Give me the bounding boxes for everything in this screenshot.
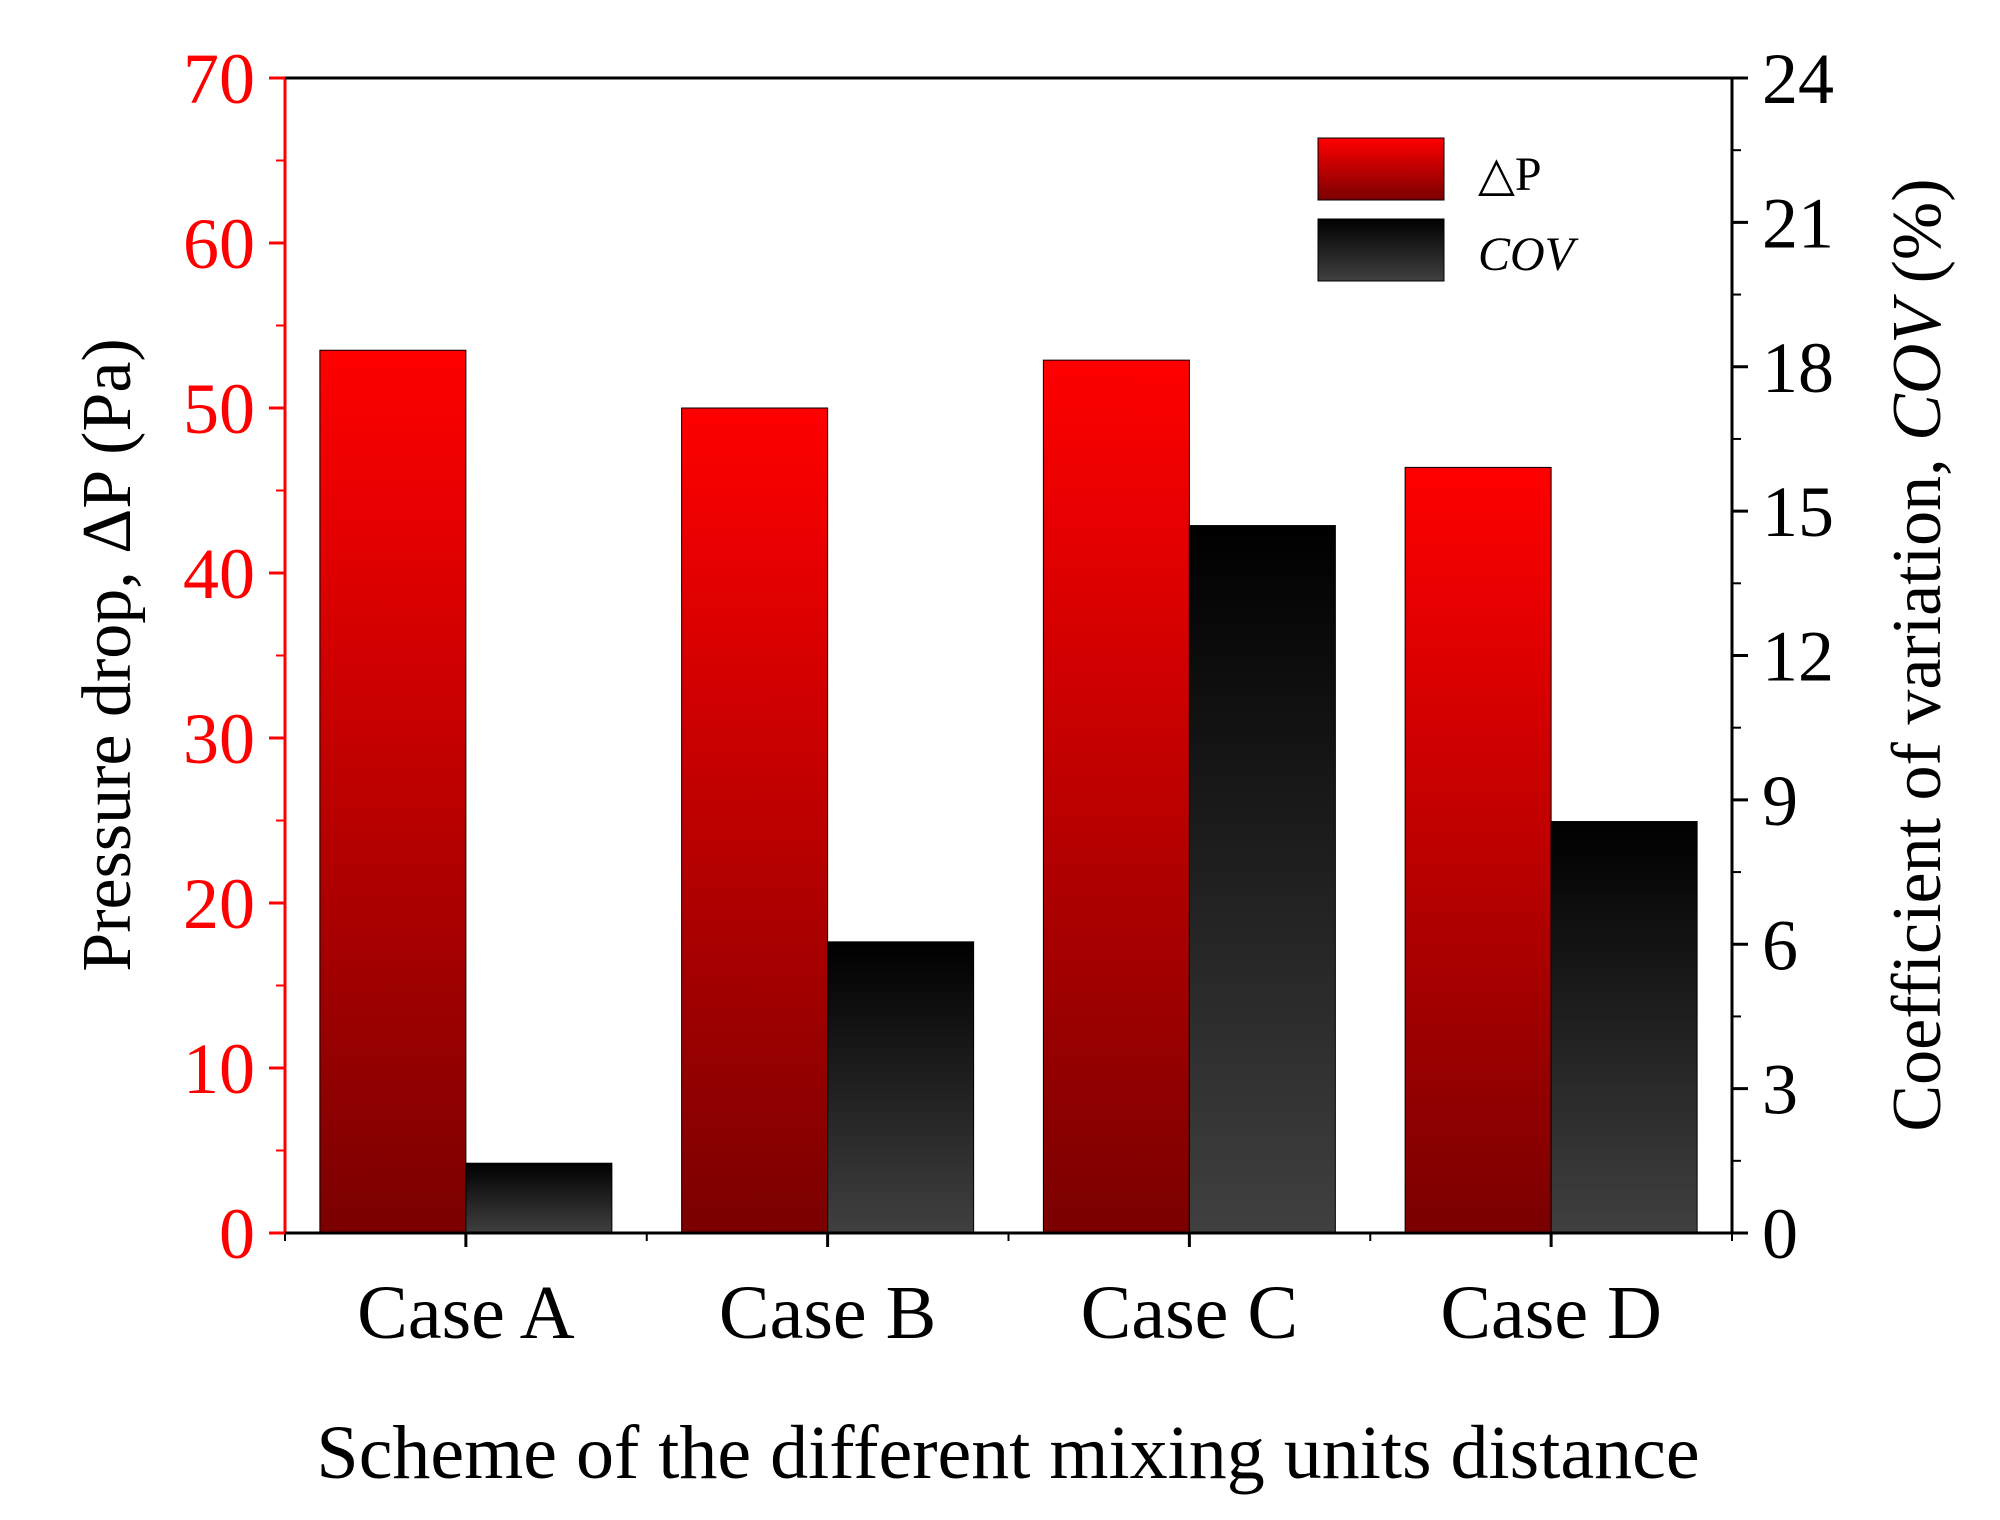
bar-dp-3	[1042, 359, 1190, 1234]
y-left-tick-label-50: 50	[183, 369, 255, 449]
x-tick-label-4: Case D	[1440, 1271, 1662, 1355]
legend: △P COV	[1317, 137, 1579, 282]
y-left-tick-label-60: 60	[183, 204, 255, 284]
legend-label-dp: △P	[1478, 148, 1542, 201]
y-axis-title-right: Coefficient of variation, COV (%)	[1879, 178, 1956, 1131]
y-axis-title-right-italic: COV	[1879, 294, 1956, 441]
bar-cov-2	[827, 941, 975, 1234]
y-left-tick-label-10: 10	[183, 1029, 255, 1109]
y-axis-title-left: Pressure drop, ΔP (Pa)	[69, 338, 146, 971]
y-right-tick-label-18: 18	[1762, 328, 1834, 408]
axis-ticks	[269, 76, 1748, 1247]
bar-dp-1	[319, 349, 467, 1234]
x-tick-label-3: Case C	[1081, 1271, 1298, 1355]
y-left-tick-label-30: 30	[183, 699, 255, 779]
legend-swatch-cov	[1317, 218, 1445, 282]
bar-cov-4	[1550, 821, 1698, 1234]
y-right-tick-label-21: 21	[1762, 183, 1834, 263]
y-left-tick-label-70: 70	[183, 39, 255, 119]
y-right-tick-label-3: 3	[1762, 1050, 1798, 1130]
y-right-tick-label-0: 0	[1762, 1194, 1798, 1274]
x-axis-title: Scheme of the different mixing units dis…	[316, 1411, 1699, 1495]
y-right-tick-label-15: 15	[1762, 472, 1834, 552]
bar-cov-3	[1188, 525, 1336, 1234]
x-tick-label-2: Case B	[719, 1271, 936, 1355]
y-right-tick-label-6: 6	[1762, 905, 1798, 985]
y-left-tick-label-20: 20	[183, 864, 255, 944]
y-right-tick-label-24: 24	[1762, 39, 1834, 119]
bars	[319, 349, 1698, 1234]
bar-dp-4	[1404, 466, 1552, 1234]
y-right-tick-label-9: 9	[1762, 761, 1798, 841]
bar-cov-1	[465, 1162, 613, 1234]
y-left-tick-label-0: 0	[219, 1194, 255, 1274]
legend-label-cov: COV	[1478, 228, 1579, 281]
y-right-tick-label-12: 12	[1762, 617, 1834, 697]
y-left-tick-label-40: 40	[183, 534, 255, 614]
x-tick-label-1: Case A	[357, 1271, 575, 1355]
bar-dp-2	[681, 407, 829, 1234]
y-axis-title-right-prefix: Coefficient of variation,	[1879, 441, 1956, 1132]
y-axis-title-right-suffix: (%)	[1879, 178, 1956, 300]
tick-labels: Case A Case B Case C Case D 0 10 20 30 40 50 60 70 0…	[183, 39, 1834, 1355]
legend-swatch-dp	[1317, 137, 1445, 201]
